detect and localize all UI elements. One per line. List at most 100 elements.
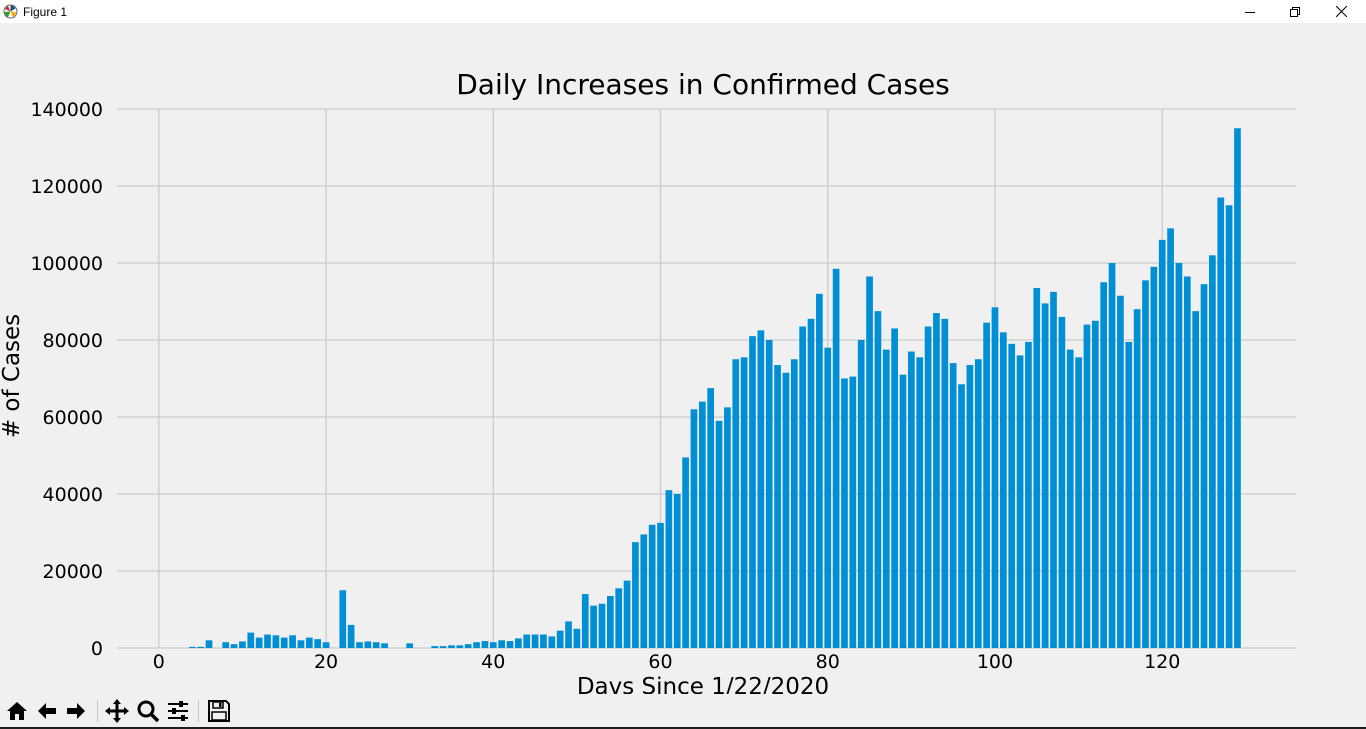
bar bbox=[732, 359, 740, 648]
bar bbox=[247, 632, 255, 648]
bar bbox=[1133, 309, 1141, 648]
title-bar: Figure 1 bbox=[0, 0, 1366, 23]
y-tick-label: 100000 bbox=[30, 253, 103, 275]
x-axis-label: Davs Since 1/22/2020 bbox=[577, 674, 829, 694]
bar bbox=[882, 349, 890, 648]
forward-button[interactable] bbox=[62, 697, 90, 725]
arrow-right-icon bbox=[67, 703, 85, 719]
bar bbox=[431, 646, 439, 648]
bar bbox=[924, 326, 932, 648]
bar bbox=[1125, 341, 1133, 648]
bar bbox=[665, 490, 673, 648]
y-tick-labels: 0 20000 40000 60000 80000 100000 120000 140000 bbox=[30, 99, 103, 660]
bar bbox=[916, 357, 924, 648]
bar bbox=[807, 318, 815, 648]
bar bbox=[1100, 282, 1108, 648]
bars bbox=[188, 128, 1241, 649]
y-tick-label: 80000 bbox=[43, 330, 103, 352]
bar bbox=[264, 634, 271, 648]
bar bbox=[531, 634, 539, 648]
configure-subplots-button[interactable] bbox=[164, 697, 192, 725]
bar bbox=[406, 643, 414, 648]
zoom-button[interactable] bbox=[134, 697, 162, 725]
bar bbox=[364, 641, 372, 648]
floppy-disk-icon bbox=[208, 700, 230, 722]
bar bbox=[1091, 320, 1099, 648]
bar bbox=[222, 642, 230, 648]
bar bbox=[715, 420, 723, 648]
bar bbox=[356, 642, 363, 648]
bar bbox=[966, 365, 974, 648]
y-axis-label: # of Cases bbox=[0, 314, 25, 438]
bar bbox=[1016, 355, 1024, 648]
bar bbox=[540, 634, 547, 648]
toolbar-separator bbox=[198, 700, 199, 722]
bar bbox=[448, 645, 455, 648]
bar bbox=[573, 628, 581, 648]
y-tick-label: 120000 bbox=[30, 176, 103, 198]
back-button[interactable] bbox=[33, 697, 61, 725]
x-tick-label: 0 bbox=[153, 651, 165, 673]
bar bbox=[1167, 228, 1174, 648]
restore-button[interactable] bbox=[1272, 0, 1318, 23]
bar bbox=[473, 642, 480, 648]
bar bbox=[991, 307, 999, 648]
bar bbox=[548, 636, 556, 648]
bar bbox=[205, 640, 213, 648]
bar bbox=[297, 640, 305, 648]
bar bbox=[197, 646, 204, 648]
bar bbox=[272, 635, 280, 648]
move-icon bbox=[105, 699, 129, 723]
bar bbox=[481, 641, 489, 648]
bar bbox=[724, 407, 731, 648]
bar bbox=[1117, 295, 1124, 648]
bar bbox=[849, 376, 857, 648]
bar bbox=[1175, 263, 1183, 648]
bar bbox=[749, 336, 756, 648]
bar bbox=[590, 605, 597, 648]
bar bbox=[347, 624, 355, 648]
bar bbox=[899, 374, 907, 648]
minimize-button[interactable] bbox=[1227, 0, 1273, 23]
bar bbox=[1058, 316, 1066, 648]
bar bbox=[1008, 343, 1016, 648]
bar bbox=[673, 494, 681, 648]
bar bbox=[1025, 341, 1032, 648]
bar bbox=[1192, 311, 1200, 648]
bar bbox=[598, 603, 606, 648]
bar bbox=[1150, 266, 1158, 648]
bar bbox=[648, 524, 656, 648]
bar bbox=[1066, 349, 1074, 648]
bar bbox=[707, 388, 715, 648]
pan-button[interactable] bbox=[103, 697, 131, 725]
figure-canvas[interactable]: 020000400006000080000100000120000140000 … bbox=[0, 23, 1366, 694]
close-icon bbox=[1335, 6, 1347, 17]
bar bbox=[640, 534, 648, 648]
close-button[interactable] bbox=[1318, 0, 1364, 23]
bar bbox=[799, 326, 807, 648]
bar bbox=[230, 644, 238, 648]
x-tick-label: 80 bbox=[816, 651, 840, 673]
home-icon bbox=[7, 702, 27, 720]
x-tick-labels: 0 20 40 60 80 100 120 bbox=[153, 651, 1181, 673]
navigation-toolbar bbox=[0, 696, 1366, 727]
bar bbox=[949, 363, 957, 648]
y-tick-label: 140000 bbox=[30, 99, 103, 121]
bar bbox=[255, 637, 263, 648]
bar bbox=[782, 372, 790, 648]
toolbar-separator bbox=[97, 700, 98, 722]
arrow-left-icon bbox=[38, 703, 56, 719]
bar bbox=[523, 634, 531, 648]
bar bbox=[983, 322, 990, 648]
window-title: Figure 1 bbox=[23, 5, 68, 19]
bar bbox=[1217, 197, 1225, 649]
bar bbox=[657, 522, 664, 648]
save-button[interactable] bbox=[205, 697, 233, 725]
bar bbox=[908, 351, 915, 648]
restore-icon bbox=[1290, 6, 1300, 17]
bar bbox=[188, 646, 196, 648]
magnifier-icon bbox=[137, 700, 160, 723]
home-button[interactable] bbox=[3, 697, 31, 725]
bar bbox=[339, 590, 347, 648]
bar bbox=[565, 621, 572, 648]
